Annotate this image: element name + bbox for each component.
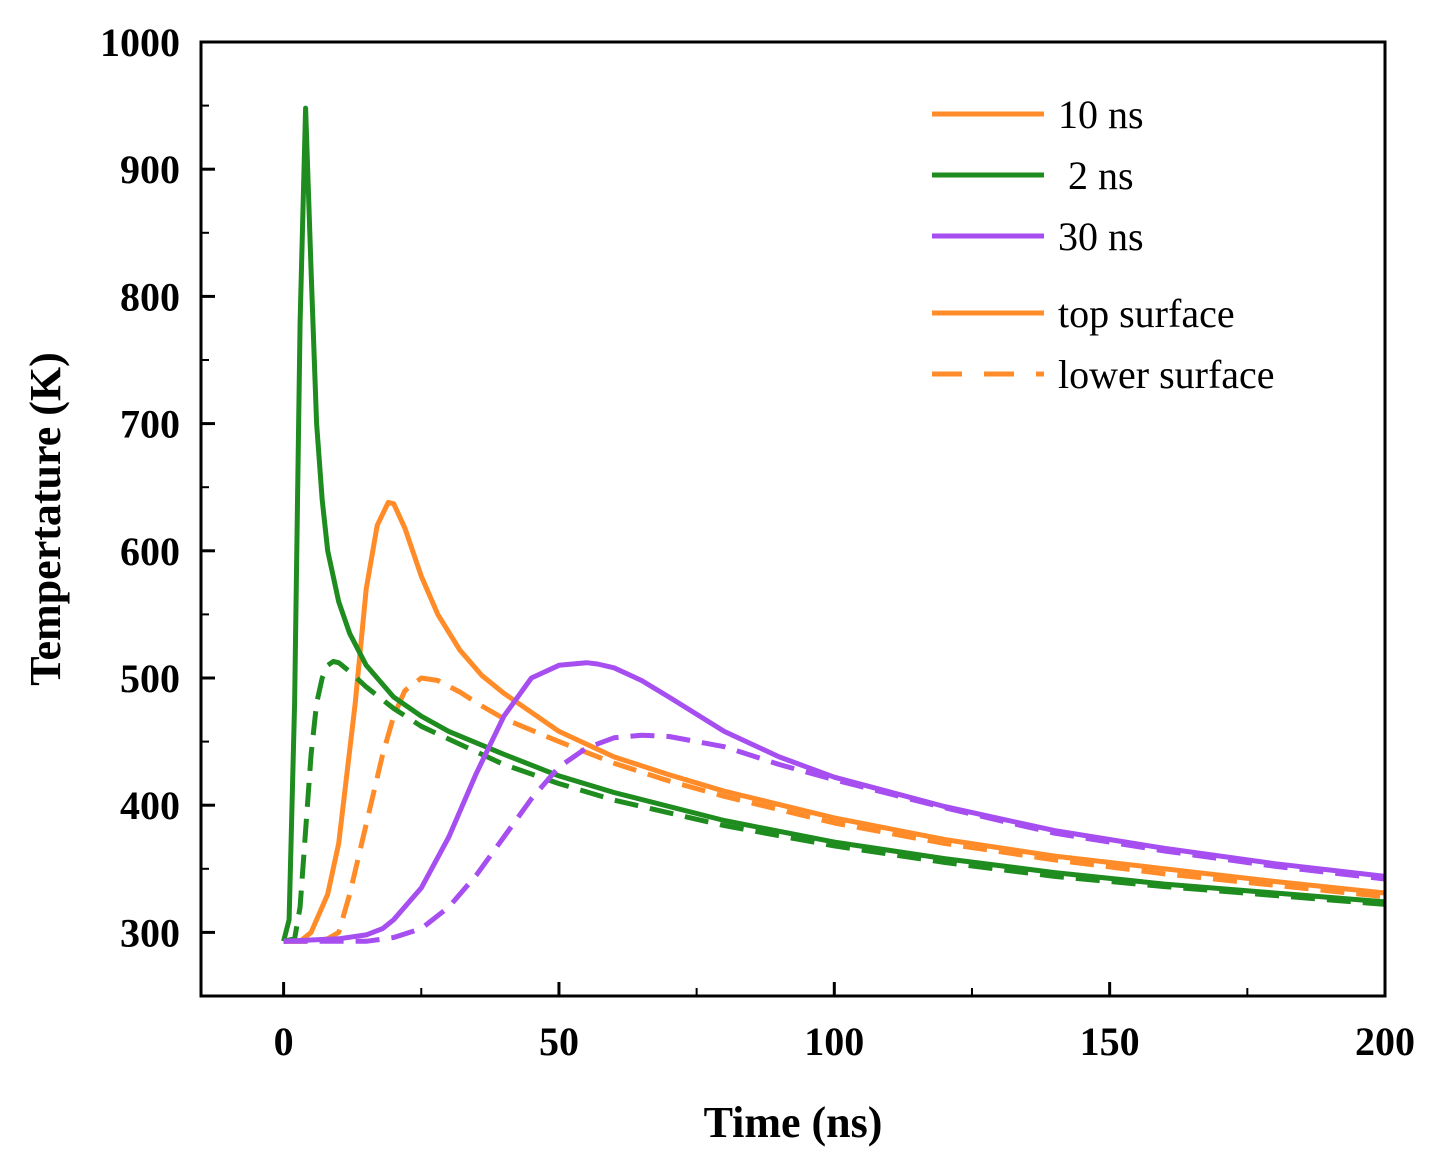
legend-label-2-ns: 2 ns <box>1058 153 1134 198</box>
y-tick-label: 700 <box>120 402 180 447</box>
series-line-2-ns-top-surface <box>281 105 1386 942</box>
plot-area-frame <box>199 40 1387 998</box>
x-tick-label: 50 <box>539 1019 579 1064</box>
series-line-2-ns-lower-surface <box>283 659 1386 944</box>
x-tick-label: 200 <box>1355 1019 1415 1064</box>
y-tick-label: 900 <box>120 147 180 192</box>
y-tick-label: 600 <box>120 529 180 574</box>
y-tick-label: 300 <box>120 910 180 955</box>
legend-label-10-ns: 10 ns <box>1058 92 1144 137</box>
y-tick-label: 400 <box>120 783 180 828</box>
legend-label-top-surface: top surface <box>1058 291 1235 336</box>
series-line-10-ns-lower-surface <box>283 675 1386 944</box>
x-tick-label: 150 <box>1080 1019 1140 1064</box>
y-axis-title: Tempertature (K) <box>21 352 70 686</box>
y-tick-label: 500 <box>120 656 180 701</box>
legend-label-lower-surface: lower surface <box>1058 352 1275 397</box>
series-line-10-ns-top-surface <box>283 500 1386 944</box>
legend: 10 ns 2 ns 30 ns top surface lower surface <box>932 92 1275 397</box>
series-line-30-ns-lower-surface <box>283 732 1386 944</box>
x-tick-labels: 0 50 100 150 200 <box>274 1019 1415 1064</box>
legend-label-30-ns: 30 ns <box>1058 214 1144 259</box>
x-tick-label: 0 <box>274 1019 294 1064</box>
axis-ticks <box>201 40 1387 996</box>
y-tick-labels: 300 400 500 600 700 800 900 1000 <box>100 20 180 955</box>
series-line-30-ns-top-surface <box>283 660 1386 944</box>
y-tick-label: 1000 <box>100 20 180 65</box>
y-tick-label: 800 <box>120 274 180 319</box>
x-tick-label: 100 <box>804 1019 864 1064</box>
x-axis-title: Time (ns) <box>704 1098 883 1147</box>
series-layer <box>281 105 1386 944</box>
